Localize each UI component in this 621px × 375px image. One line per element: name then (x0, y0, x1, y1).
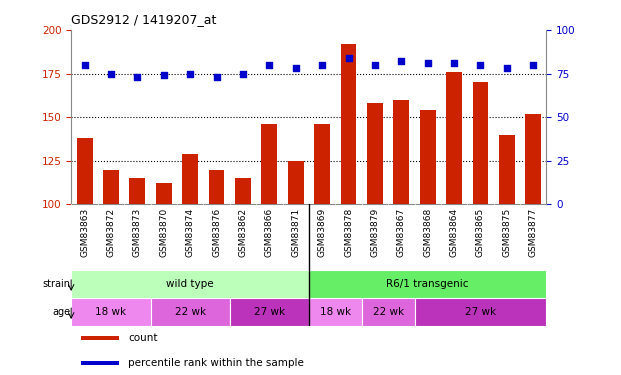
Bar (394, 100, 409, 204)
Bar (473, 82, 488, 204)
Point (159, 72, 169, 78)
Bar (446, 72, 462, 204)
Point (343, 55, 353, 61)
Bar (230, 298, 309, 326)
Text: GSM83873: GSM83873 (133, 208, 142, 257)
Point (291, 65, 301, 71)
Point (106, 70, 116, 76)
Text: GDS2912 / 1419207_at: GDS2912 / 1419207_at (71, 13, 217, 26)
Bar (525, 114, 542, 204)
Text: GSM83867: GSM83867 (397, 208, 406, 257)
Text: GSM83878: GSM83878 (344, 208, 353, 257)
Bar (209, 170, 225, 204)
Point (265, 62, 274, 68)
Text: GSM83870: GSM83870 (160, 208, 168, 257)
Bar (71, 298, 151, 326)
Bar (415, 298, 546, 326)
Text: 27 wk: 27 wk (465, 307, 496, 317)
Text: GSM83877: GSM83877 (529, 208, 538, 257)
Point (317, 62, 327, 68)
Point (396, 58, 406, 64)
Point (185, 70, 195, 76)
Point (528, 62, 538, 68)
Point (132, 74, 142, 80)
Point (212, 74, 222, 80)
Text: GSM83864: GSM83864 (450, 208, 458, 257)
Bar (183, 154, 198, 204)
Bar (129, 178, 145, 204)
Text: GSM83879: GSM83879 (371, 208, 379, 257)
Bar (71, 270, 309, 298)
Text: GSM83865: GSM83865 (476, 208, 485, 257)
Text: GSM83872: GSM83872 (107, 208, 116, 257)
Text: count: count (129, 333, 158, 344)
Bar (261, 124, 277, 204)
Text: GSM83869: GSM83869 (318, 208, 327, 257)
Text: GSM83871: GSM83871 (291, 208, 300, 257)
Text: 22 wk: 22 wk (175, 307, 206, 317)
Point (476, 62, 486, 68)
Bar (367, 103, 383, 204)
Text: percentile rank within the sample: percentile rank within the sample (129, 358, 304, 368)
Bar (309, 270, 546, 298)
Text: GSM83863: GSM83863 (80, 208, 89, 257)
Text: strain: strain (43, 279, 71, 289)
Text: GSM83876: GSM83876 (212, 208, 221, 257)
Text: GSM83862: GSM83862 (238, 208, 247, 257)
Point (370, 62, 380, 68)
Bar (81, 361, 119, 365)
Bar (361, 298, 414, 326)
Text: 27 wk: 27 wk (254, 307, 285, 317)
Text: 18 wk: 18 wk (320, 307, 351, 317)
Text: GSM83866: GSM83866 (265, 208, 274, 257)
Bar (81, 336, 119, 340)
Bar (420, 110, 435, 204)
Bar (77, 138, 93, 204)
Bar (103, 170, 119, 204)
Bar (288, 161, 304, 204)
Bar (150, 298, 230, 326)
Text: GSM83875: GSM83875 (502, 208, 511, 257)
Text: 22 wk: 22 wk (373, 307, 404, 317)
Point (423, 60, 433, 66)
Text: R6/1 transgenic: R6/1 transgenic (386, 279, 469, 289)
Bar (309, 298, 361, 326)
Text: wild type: wild type (166, 279, 214, 289)
Bar (499, 135, 515, 204)
Bar (314, 124, 330, 204)
Point (79, 62, 89, 68)
Bar (235, 178, 251, 204)
Text: GSM83874: GSM83874 (186, 208, 194, 257)
Text: GSM83868: GSM83868 (424, 208, 432, 257)
Bar (340, 44, 356, 204)
Point (238, 70, 248, 76)
Bar (156, 183, 171, 204)
Point (449, 60, 459, 66)
Point (502, 65, 512, 71)
Text: 18 wk: 18 wk (96, 307, 127, 317)
Text: age: age (53, 307, 71, 317)
